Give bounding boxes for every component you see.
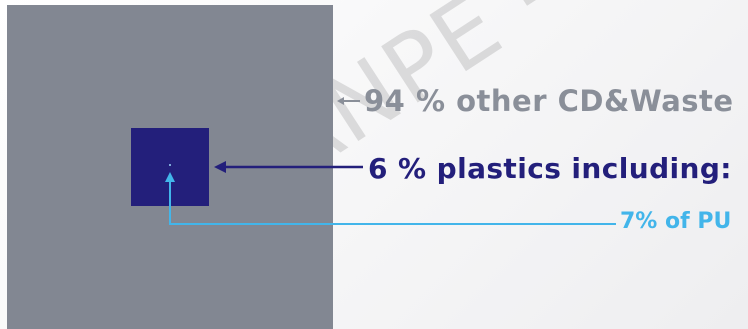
- plastics-label: 6 % plastics including:: [368, 152, 732, 185]
- other-waste-arrow: [337, 97, 360, 105]
- pu-arrow: [165, 172, 616, 225]
- pu-dot: [169, 164, 171, 166]
- pu-label: 7% of PU: [620, 209, 732, 234]
- plastics-arrow: [214, 161, 363, 173]
- other-waste-label: 94 % other CD&Waste: [364, 84, 734, 118]
